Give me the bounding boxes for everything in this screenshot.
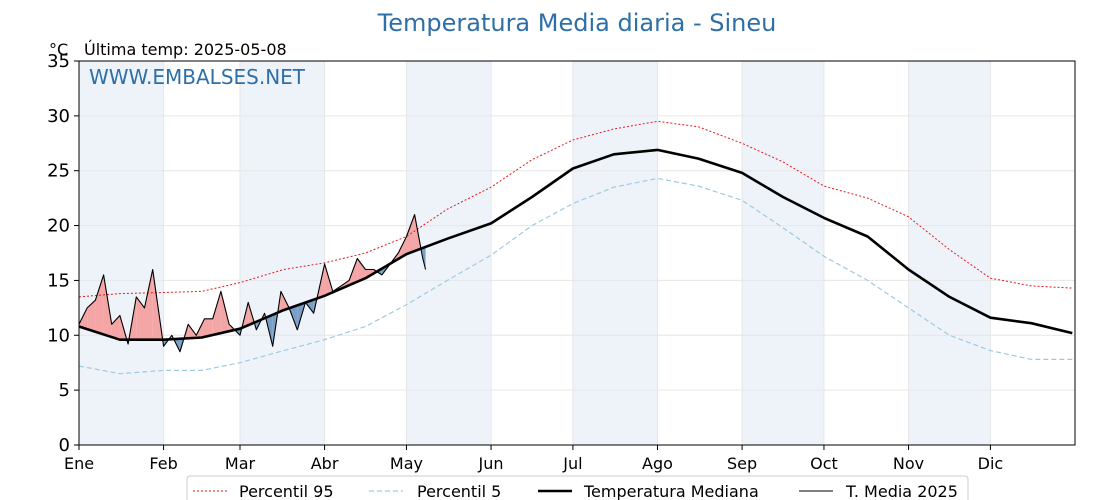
series-t-media-2025: [78, 214, 427, 353]
x-tick-label-nov: Nov: [893, 454, 924, 473]
y-tick-label: 0: [59, 435, 70, 456]
below-median-fill: [422, 246, 426, 270]
x-tick-label-abr: Abr: [311, 454, 339, 473]
y-tick-label: 5: [59, 380, 70, 401]
legend-box: [186, 475, 969, 500]
month-band-mar: [239, 61, 325, 445]
month-band-jul: [572, 61, 658, 445]
x-tick-label-mar: Mar: [225, 454, 256, 473]
series-lines: [78, 120, 1073, 375]
series-percentil-5: [78, 177, 1073, 375]
x-tick-label-dic: Dic: [978, 454, 1004, 473]
plot-frame: [78, 60, 1076, 446]
last-reading-label: Última temp: 2025-05-08: [84, 40, 287, 59]
above-median-fill: [212, 291, 221, 335]
x-tick-label-ene: Ene: [64, 454, 94, 473]
watermark: WWW.EMBALSES.NET: [89, 65, 306, 89]
y-axis-ticks: 0 5 10 15 20 25 30 35: [47, 51, 79, 456]
series-temperatura-mediana: [78, 148, 1073, 341]
legend-label-temperatura-mediana: Temperatura Mediana: [583, 482, 759, 500]
y-tick-label: 35: [47, 51, 70, 72]
x-tick-label-jun: Jun: [478, 454, 504, 473]
chart-title: Temperatura Media diaria - Sineu: [377, 9, 777, 37]
legend-label-percentil-5: Percentil 5: [417, 482, 501, 500]
series-percentil-95: [78, 120, 1073, 298]
above-median-fill: [111, 315, 120, 340]
y-tick-label: 15: [47, 270, 70, 291]
above-median-fill: [357, 258, 366, 282]
legend-label-t-media-2025: T. Media 2025: [845, 482, 958, 500]
unit-label: °C: [49, 40, 68, 59]
x-tick-label-may: May: [390, 454, 423, 473]
y-tick-label: 20: [47, 216, 70, 237]
month-band-sep: [742, 61, 824, 445]
above-median-fill: [95, 274, 104, 335]
above-median-fill: [87, 300, 96, 332]
x-tick-label-feb: Feb: [149, 454, 177, 473]
y-tick-label: 10: [47, 325, 70, 346]
x-tick-label-oct: Oct: [810, 454, 838, 473]
legend-label-percentil-95: Percentil 95: [239, 482, 334, 500]
month-band-nov: [908, 61, 991, 445]
above-median-fill: [136, 296, 145, 340]
month-bands: [79, 61, 991, 445]
legend: Percentil 95 Percentil 5 Temperatura Media…: [186, 475, 969, 500]
above-median-fill: [204, 318, 213, 337]
month-band-may: [406, 61, 492, 445]
x-tick-label-jul: Jul: [562, 454, 582, 473]
x-tick-label-ago: Ago: [642, 454, 673, 473]
x-axis-ticks: Ene Feb Mar Abr May Jun Jul Ago Sep Oct Nov Dic: [64, 445, 1003, 473]
x-tick-label-sep: Sep: [727, 454, 757, 473]
y-tick-label: 30: [47, 106, 70, 127]
month-band-ene: [79, 61, 164, 445]
above-median-fill: [398, 236, 407, 259]
y-tick-label: 25: [47, 161, 70, 182]
above-median-fill: [144, 269, 153, 340]
